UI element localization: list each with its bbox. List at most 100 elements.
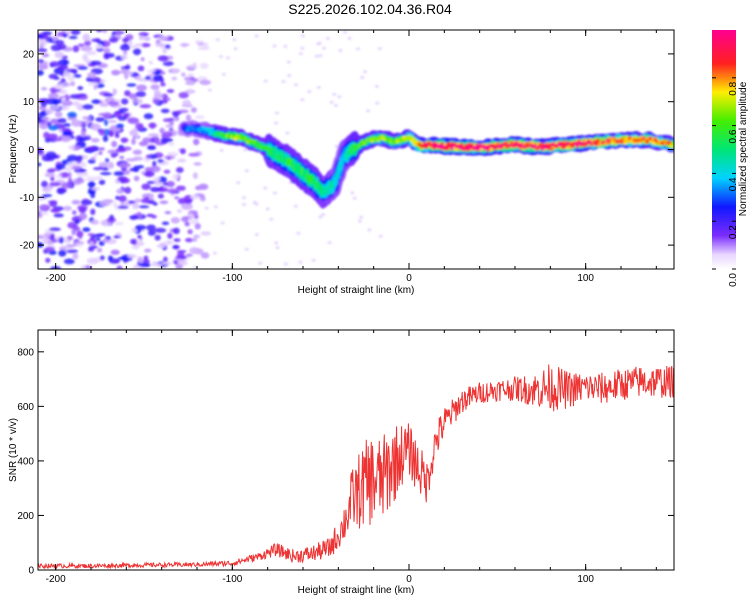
spectrogram-noise-blob xyxy=(147,199,156,205)
spectrogram-noise-blob xyxy=(187,73,194,77)
spectrogram-noise-blob xyxy=(103,47,111,54)
spectrogram-ytick-label: 0 xyxy=(28,145,34,156)
spectrogram-noise-blob xyxy=(49,200,58,207)
colorbar-gradient xyxy=(712,30,736,269)
spectrogram-noise-blob xyxy=(111,140,118,148)
spectrogram-noise-blob xyxy=(44,172,55,178)
spectrogram-noise-blob xyxy=(55,163,66,170)
spectrogram-noise-blob xyxy=(91,99,101,104)
spectrogram-noise-blob xyxy=(160,82,166,87)
colorbar-tick-label: 0.2 xyxy=(728,225,739,239)
spectrogram-noise-blob xyxy=(91,187,100,191)
spectrogram-noise-blob xyxy=(166,89,175,93)
spectrogram-noise-blob xyxy=(190,76,195,80)
spectrogram-noise-blob xyxy=(42,236,50,244)
spectrogram-noise-blob xyxy=(124,90,131,97)
spectrogram-noise-blob xyxy=(140,57,145,62)
spectrogram-noise-blob xyxy=(115,195,120,200)
spectrogram-noise-blob xyxy=(41,87,48,91)
spectrogram-noise-blob xyxy=(72,252,79,260)
spectrogram-ridge-point xyxy=(201,126,206,131)
spectrogram-noise-blob xyxy=(82,104,94,110)
snr-xtick-label: 0 xyxy=(406,574,412,585)
spectrogram-noise-blob xyxy=(38,204,51,212)
spectrogram-noise-blob xyxy=(56,174,62,179)
spectrogram-noise-blob xyxy=(63,258,75,265)
spectrogram-noise-blob xyxy=(317,41,322,45)
spectrogram-noise-blob xyxy=(232,38,237,42)
spectrogram-noise-blob xyxy=(147,146,156,150)
spectrogram-noise-blob xyxy=(67,222,77,229)
spectrogram-noise-blob xyxy=(272,44,277,48)
spectrogram-noise-blob xyxy=(99,102,109,107)
spectrogram-noise-blob xyxy=(117,205,129,209)
snr-ytick-label: 800 xyxy=(17,347,34,358)
spectrogram-noise-blob xyxy=(152,160,157,168)
spectrogram-noise-blob xyxy=(126,70,133,76)
spectrogram-noise-blob xyxy=(114,133,120,138)
spectrogram-noise-blob xyxy=(318,54,323,58)
spectrogram-noise-blob xyxy=(53,98,59,106)
spectrogram-noise-blob xyxy=(41,180,48,188)
spectrogram-noise-blob xyxy=(274,241,279,245)
spectrogram-noise-blob xyxy=(120,98,129,105)
spectrogram-noise-blob xyxy=(120,54,128,60)
spectrogram-noise-blob xyxy=(71,119,83,127)
spectrogram-noise xyxy=(38,30,383,269)
spectrogram-noise-blob xyxy=(164,44,171,49)
spectrogram-noise-blob xyxy=(128,200,136,204)
spectrogram-noise-blob xyxy=(161,221,170,226)
spectrogram-noise-blob xyxy=(49,227,61,232)
spectrogram-noise-blob xyxy=(179,148,186,155)
spectrogram-noise-blob xyxy=(75,243,83,247)
spectrogram-noise-blob xyxy=(143,255,149,261)
spectrogram-noise-blob xyxy=(163,169,171,174)
spectrogram-noise-blob xyxy=(329,100,334,104)
spectrogram-noise-blob xyxy=(123,49,128,56)
spectrogram-noise-blob xyxy=(89,241,94,246)
spectrogram-noise-blob xyxy=(137,234,142,239)
spectrogram-noise-blob xyxy=(233,47,238,51)
spectrogram-noise-blob xyxy=(242,196,246,200)
spectrogram-noise-blob xyxy=(76,155,84,161)
spectrogram-noise-blob xyxy=(102,135,109,142)
spectrogram-noise-blob xyxy=(148,133,160,137)
spectrogram-noise-blob xyxy=(50,176,55,182)
spectrogram-noise-blob xyxy=(197,46,210,51)
spectrogram-noise-blob xyxy=(347,36,352,40)
spectrogram-noise-blob xyxy=(204,206,209,210)
spectrogram-noise-blob xyxy=(77,168,87,173)
spectrogram-noise-blob xyxy=(311,258,316,262)
spectrogram-noise-blob xyxy=(300,34,305,38)
spectrogram-noise-blob xyxy=(281,80,286,83)
spectrogram-noise-blob xyxy=(199,62,209,69)
spectrogram-noise-blob xyxy=(40,100,47,108)
spectrogram-noise-blob xyxy=(143,36,151,42)
spectrogram-noise-blob xyxy=(193,214,199,220)
spectrogram-noise-blob xyxy=(48,73,58,80)
spectrogram-noise-blob xyxy=(71,199,81,205)
spectrogram-noise-blob xyxy=(220,221,225,225)
spectrogram-noise-blob xyxy=(102,238,109,243)
spectrogram-noise-blob xyxy=(78,93,87,97)
spectrogram-noise-blob xyxy=(38,34,44,39)
spectrogram-noise-blob xyxy=(124,186,132,194)
spectrogram-noise-blob xyxy=(275,246,280,250)
spectrogram-noise-blob xyxy=(98,129,106,136)
spectrogram-noise-blob xyxy=(132,97,137,104)
spectrogram-noise-blob xyxy=(168,68,181,74)
spectrogram-noise-blob xyxy=(48,250,57,255)
spectrogram-noise-blob xyxy=(244,247,249,251)
spectrogram-noise-blob xyxy=(107,255,114,262)
spectrogram-noise-blob xyxy=(298,52,303,56)
spectrogram-noise-blob xyxy=(294,83,298,87)
spectrogram-noise-blob xyxy=(190,195,200,200)
spectrogram-noise-blob xyxy=(65,244,77,248)
spectrogram-noise-blob xyxy=(60,78,66,84)
spectrogram-noise-blob xyxy=(159,200,169,205)
spectrogram-noise-blob xyxy=(160,99,168,104)
spectrogram-noise-blob xyxy=(38,234,45,240)
spectrogram-noise-blob xyxy=(154,181,164,186)
spectrogram-noise-blob xyxy=(127,117,134,122)
